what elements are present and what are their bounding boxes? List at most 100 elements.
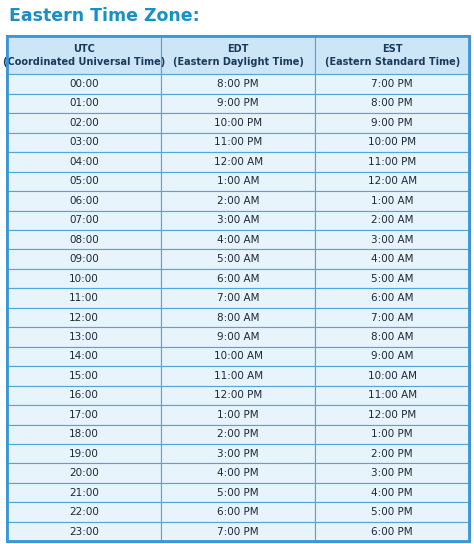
- Bar: [161, 152, 315, 171]
- Text: 5:00 AM: 5:00 AM: [371, 274, 413, 283]
- Bar: [7, 249, 161, 269]
- Bar: [161, 133, 315, 152]
- Bar: [315, 366, 469, 386]
- Text: 01:00: 01:00: [69, 98, 99, 108]
- Bar: [315, 230, 469, 249]
- Bar: [161, 463, 315, 483]
- Bar: [7, 152, 161, 171]
- Text: 17:00: 17:00: [69, 410, 99, 420]
- Text: 9:00 AM: 9:00 AM: [371, 351, 413, 361]
- Text: 19:00: 19:00: [69, 449, 99, 459]
- Text: 4:00 PM: 4:00 PM: [372, 487, 413, 498]
- Bar: [315, 75, 469, 94]
- Bar: [315, 191, 469, 211]
- Bar: [7, 171, 161, 191]
- Bar: [7, 308, 161, 327]
- Bar: [315, 269, 469, 288]
- Text: 1:00 PM: 1:00 PM: [218, 410, 259, 420]
- Bar: [161, 444, 315, 463]
- Bar: [7, 502, 161, 522]
- Text: 7:00 PM: 7:00 PM: [218, 527, 259, 536]
- Text: 05:00: 05:00: [69, 176, 99, 187]
- Bar: [161, 211, 315, 230]
- Text: 10:00 PM: 10:00 PM: [214, 118, 262, 128]
- Text: 4:00 PM: 4:00 PM: [218, 468, 259, 478]
- Text: 12:00 PM: 12:00 PM: [214, 391, 262, 400]
- Bar: [161, 230, 315, 249]
- Bar: [7, 463, 161, 483]
- Text: 03:00: 03:00: [69, 138, 99, 147]
- Text: 6:00 PM: 6:00 PM: [372, 527, 413, 536]
- Text: 6:00 PM: 6:00 PM: [218, 507, 259, 517]
- Bar: [7, 405, 161, 424]
- Text: 8:00 PM: 8:00 PM: [372, 98, 413, 108]
- Bar: [161, 171, 315, 191]
- Text: 9:00 PM: 9:00 PM: [372, 118, 413, 128]
- Bar: [161, 347, 315, 366]
- Text: 3:00 PM: 3:00 PM: [218, 449, 259, 459]
- Bar: [315, 308, 469, 327]
- Bar: [7, 133, 161, 152]
- Bar: [315, 152, 469, 171]
- Text: EST
(Eastern Standard Time): EST (Eastern Standard Time): [325, 44, 460, 66]
- Bar: [315, 347, 469, 366]
- Text: 22:00: 22:00: [69, 507, 99, 517]
- Text: 08:00: 08:00: [69, 234, 99, 245]
- Bar: [161, 424, 315, 444]
- Bar: [315, 171, 469, 191]
- Bar: [7, 444, 161, 463]
- Bar: [7, 75, 161, 94]
- Bar: [315, 327, 469, 347]
- Bar: [161, 366, 315, 386]
- Bar: [7, 230, 161, 249]
- Bar: [7, 211, 161, 230]
- Text: 15:00: 15:00: [69, 371, 99, 381]
- Bar: [7, 424, 161, 444]
- Text: 2:00 AM: 2:00 AM: [217, 196, 259, 206]
- Text: 12:00 PM: 12:00 PM: [368, 410, 416, 420]
- Text: EDT
(Eastern Daylight Time): EDT (Eastern Daylight Time): [173, 44, 304, 66]
- Bar: [161, 327, 315, 347]
- Text: 6:00 AM: 6:00 AM: [371, 293, 413, 303]
- Bar: [315, 133, 469, 152]
- Text: 10:00 PM: 10:00 PM: [368, 138, 416, 147]
- Bar: [161, 249, 315, 269]
- Text: 6:00 AM: 6:00 AM: [217, 274, 259, 283]
- Text: 12:00: 12:00: [69, 312, 99, 323]
- Text: 12:00 AM: 12:00 AM: [214, 157, 263, 167]
- Bar: [161, 483, 315, 502]
- Bar: [161, 405, 315, 424]
- Bar: [315, 405, 469, 424]
- Text: 10:00: 10:00: [69, 274, 99, 283]
- Text: 12:00 AM: 12:00 AM: [368, 176, 417, 187]
- Text: 4:00 AM: 4:00 AM: [371, 254, 413, 264]
- Text: 11:00 AM: 11:00 AM: [368, 391, 417, 400]
- Text: 4:00 AM: 4:00 AM: [217, 234, 259, 245]
- Text: 2:00 AM: 2:00 AM: [371, 215, 413, 225]
- Text: 8:00 AM: 8:00 AM: [217, 312, 259, 323]
- Text: 10:00 AM: 10:00 AM: [214, 351, 263, 361]
- Bar: [315, 249, 469, 269]
- Bar: [315, 36, 469, 75]
- Bar: [161, 288, 315, 308]
- Text: 16:00: 16:00: [69, 391, 99, 400]
- Bar: [315, 463, 469, 483]
- Text: 06:00: 06:00: [69, 196, 99, 206]
- Bar: [315, 522, 469, 541]
- Text: 7:00 PM: 7:00 PM: [372, 79, 413, 89]
- Bar: [315, 94, 469, 113]
- Bar: [315, 113, 469, 133]
- Text: 11:00: 11:00: [69, 293, 99, 303]
- Bar: [315, 288, 469, 308]
- Bar: [7, 386, 161, 405]
- Text: 7:00 AM: 7:00 AM: [217, 293, 259, 303]
- Text: 20:00: 20:00: [69, 468, 99, 478]
- Text: 00:00: 00:00: [69, 79, 99, 89]
- Bar: [7, 366, 161, 386]
- Bar: [315, 502, 469, 522]
- Bar: [161, 522, 315, 541]
- Text: 1:00 AM: 1:00 AM: [217, 176, 259, 187]
- Text: 21:00: 21:00: [69, 487, 99, 498]
- Bar: [315, 424, 469, 444]
- Text: 5:00 PM: 5:00 PM: [372, 507, 413, 517]
